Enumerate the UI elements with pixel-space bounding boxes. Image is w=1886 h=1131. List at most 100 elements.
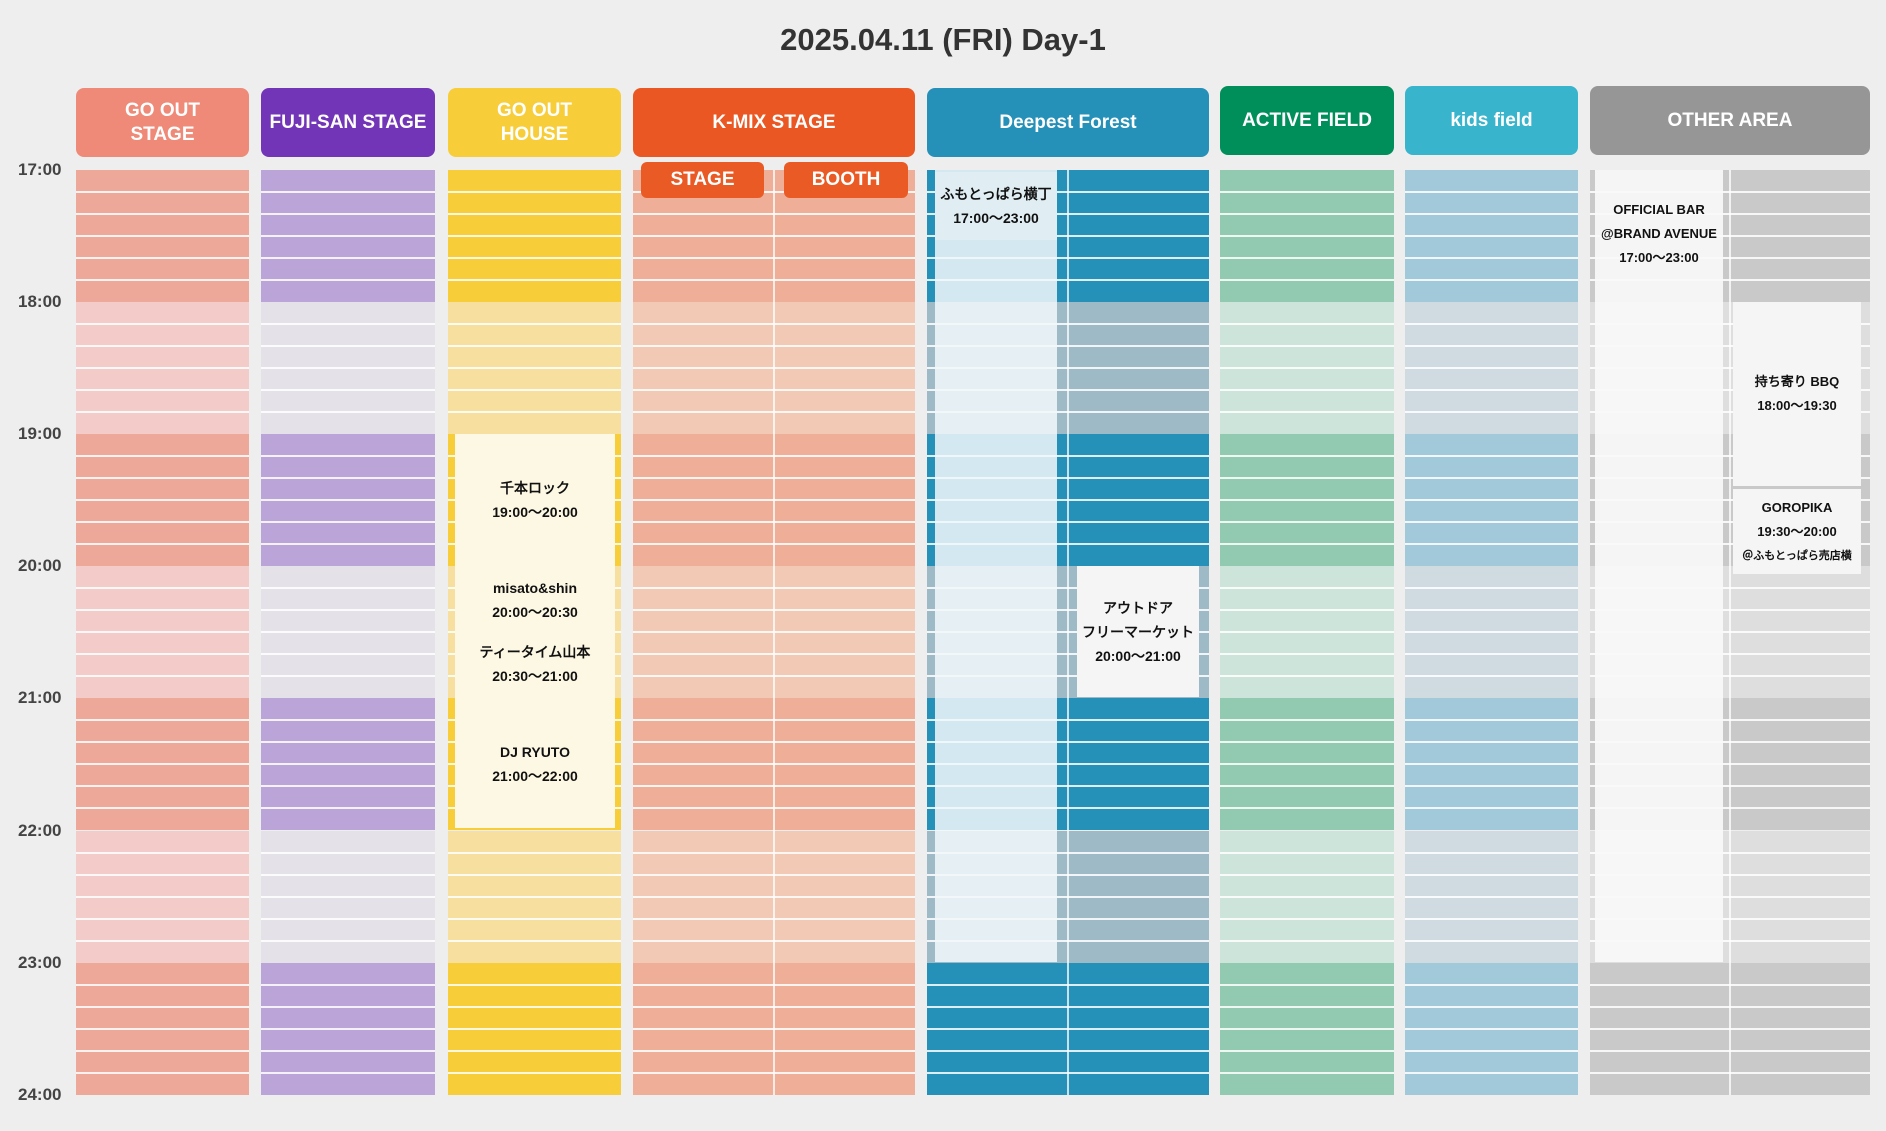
event-teatime-yamamoto[interactable]: ティータイム山本 20:30〜21:00 (455, 632, 615, 696)
event-time: 21:00〜22:00 (492, 767, 578, 784)
grid-line (1220, 499, 1394, 502)
grid-line (261, 1071, 435, 1074)
grid-line (448, 279, 621, 282)
timeslot-go-out-stage (76, 566, 249, 699)
grid-line (261, 521, 435, 524)
event-goropika[interactable]: GOROPIKA 19:30〜20:00 ＠ふもとっぱら売店横 (1733, 489, 1861, 574)
grid-line (261, 1049, 435, 1052)
grid-line (261, 939, 435, 942)
grid-line (1220, 851, 1394, 854)
time-label: 21:00 (18, 688, 62, 708)
grid-line (1220, 389, 1394, 392)
event-outdoor-flea-market[interactable]: アウトドア フリーマーケット 20:00〜21:00 (1077, 566, 1199, 697)
grid-line (261, 213, 435, 216)
timeslot-fuji-san-stage (261, 170, 435, 303)
grid-line (1220, 345, 1394, 348)
header-fuji-san-stage[interactable]: FUJI-SAN STAGE (261, 88, 435, 157)
event-time: 19:00〜20:00 (492, 503, 578, 520)
grid-line (1405, 257, 1578, 260)
grid-line (76, 631, 249, 634)
grid-line (261, 587, 435, 590)
grid-line (76, 191, 249, 194)
timeslot-kids-field (1405, 566, 1578, 699)
event-misato-shin[interactable]: misato&shin 20:00〜20:30 (455, 568, 615, 631)
header-go-out-stage[interactable]: GO OUT STAGE (76, 88, 249, 157)
grid-line (1405, 763, 1578, 766)
grid-line (448, 191, 621, 194)
grid-line (448, 895, 621, 898)
timeslot-kids-field (1405, 962, 1578, 1095)
grid-line (76, 653, 249, 656)
header-active-field[interactable]: ACTIVE FIELD (1220, 86, 1394, 155)
header-other-area[interactable]: OTHER AREA (1590, 86, 1870, 155)
event-senbon-rock[interactable]: 千本ロック 19:00〜20:00 (455, 436, 615, 563)
grid-line (261, 411, 435, 414)
grid-line (1220, 411, 1394, 414)
grid-line (1220, 983, 1394, 986)
grid-line (1405, 851, 1578, 854)
grid-line (76, 785, 249, 788)
grid-line (76, 257, 249, 260)
grid-line (1220, 873, 1394, 876)
grid-line (261, 983, 435, 986)
grid-line (76, 719, 249, 722)
grid-line (1405, 719, 1578, 722)
grid-line (76, 477, 249, 480)
grid-line (1405, 367, 1578, 370)
grid-line (1220, 631, 1394, 634)
event-time: 19:30〜20:00 (1757, 523, 1837, 539)
grid-line (1220, 477, 1394, 480)
grid-line (1405, 675, 1578, 678)
grid-line (1220, 675, 1394, 678)
event-time: 20:00〜20:30 (492, 603, 578, 620)
grid-line (1220, 1005, 1394, 1008)
time-label: 22:00 (18, 820, 62, 840)
grid-line (1220, 521, 1394, 524)
timeslot-active-field (1220, 830, 1394, 963)
event-time: 17:00〜23:00 (953, 210, 1039, 226)
grid-line (1405, 235, 1578, 238)
grid-line (261, 675, 435, 678)
timeslot-go-out-house (448, 962, 621, 1095)
column-divider (1067, 170, 1069, 1095)
timeslot-fuji-san-stage (261, 962, 435, 1095)
event-name: misato&shin (492, 579, 577, 596)
grid-line (1405, 873, 1578, 876)
event-fumotoppara-yokocho[interactable]: ふもとっぱら横丁 17:00〜23:00 (935, 172, 1057, 240)
grid-line (261, 763, 435, 766)
event-bbq[interactable]: 持ち寄り BBQ 18:00〜19:30 (1733, 302, 1861, 486)
header-kids-field[interactable]: kids field (1405, 86, 1578, 155)
grid-line (76, 609, 249, 612)
grid-line (1405, 609, 1578, 612)
grid-line (76, 235, 249, 238)
grid-line (448, 1005, 621, 1008)
grid-line (1220, 763, 1394, 766)
grid-line (261, 389, 435, 392)
grid-line (1405, 389, 1578, 392)
tab-kmix-booth[interactable]: BOOTH (784, 162, 908, 198)
grid-line (76, 455, 249, 458)
grid-line (1220, 939, 1394, 942)
event-official-bar[interactable]: OFFICIAL BAR @BRAND AVENUE 17:00〜23:00 (1595, 172, 1723, 296)
grid-line (261, 873, 435, 876)
grid-line (261, 609, 435, 612)
event-name: ティータイム山本 (479, 644, 591, 660)
grid-line (448, 389, 621, 392)
timeslot-kids-field (1405, 170, 1578, 303)
grid-line (76, 1049, 249, 1052)
grid-line (1220, 367, 1394, 370)
grid-line (448, 1027, 621, 1030)
tab-kmix-stage[interactable]: STAGE (641, 162, 764, 198)
grid-line (448, 323, 621, 326)
grid-line (261, 543, 435, 546)
grid-line (1405, 543, 1578, 546)
time-label: 20:00 (18, 556, 62, 576)
grid-line (261, 191, 435, 194)
grid-line (261, 1027, 435, 1030)
event-dj-ryuto[interactable]: DJ RYUTO 21:00〜22:00 (455, 700, 615, 827)
header-deepest-forest[interactable]: Deepest Forest (927, 88, 1209, 157)
header-go-out-house[interactable]: GO OUT HOUSE (448, 88, 621, 157)
grid-line (76, 895, 249, 898)
header-k-mix-stage[interactable]: K-MIX STAGE (633, 88, 915, 157)
grid-line (1220, 1071, 1394, 1074)
